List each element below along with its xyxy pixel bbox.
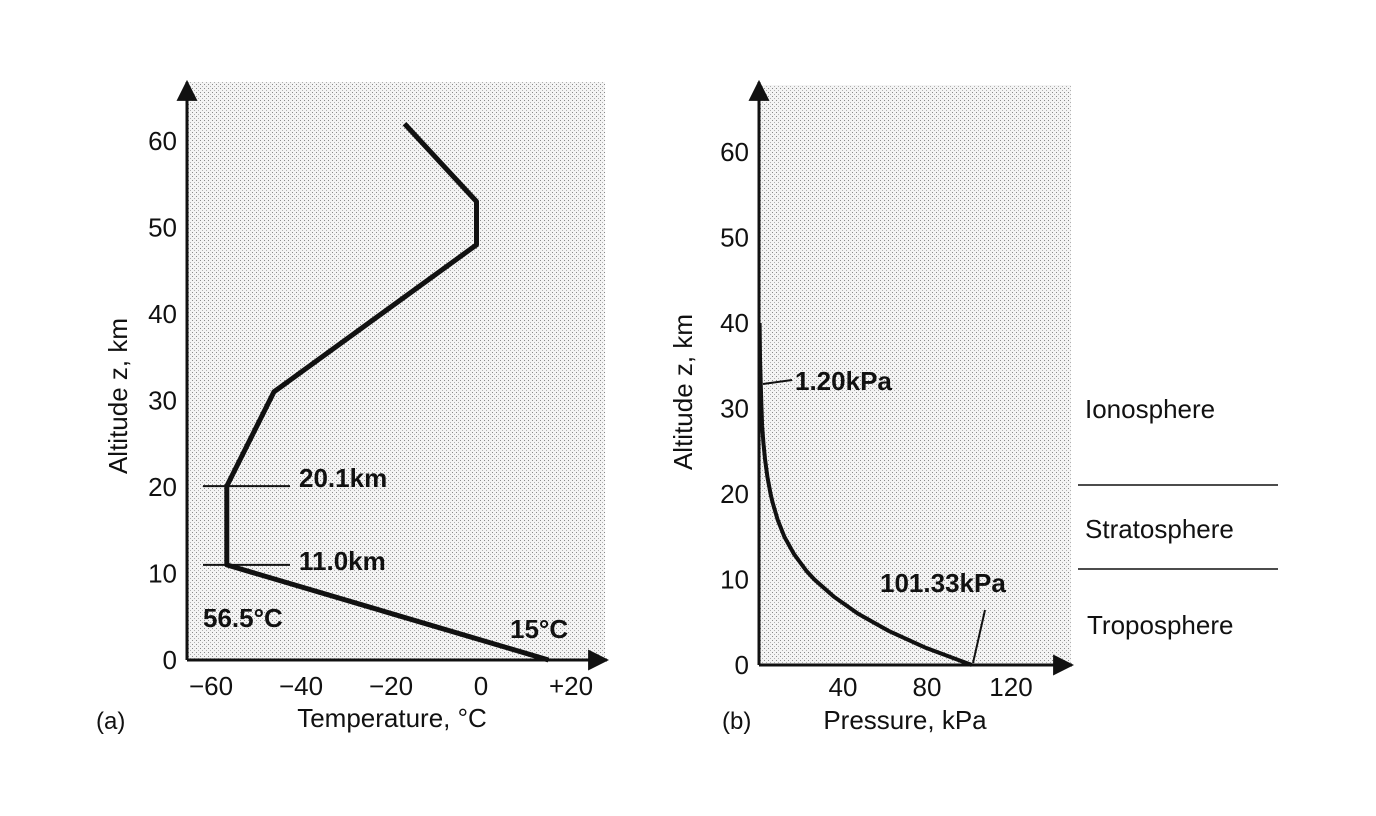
panel-a-y-tick-label: 10	[148, 559, 177, 589]
panel-a-annotation: 11.0km	[299, 546, 386, 576]
panel-b-leader-line	[972, 609, 986, 664]
panel-a-y-tick-label: 60	[148, 126, 177, 156]
panel-b-y-tick-label: 0	[735, 650, 749, 680]
panel-b-y-axis-label: Altitude z, km	[668, 314, 698, 470]
panel-a-y-tick-label: 50	[148, 213, 177, 243]
panel-b-x-tick-label: 80	[913, 672, 942, 702]
panel-a-x-tick-label: −40	[279, 671, 323, 701]
panel-b-series-line	[757, 322, 973, 667]
panel-b-y-tick-label: 40	[720, 308, 749, 338]
panel-b-plot-area	[759, 85, 1071, 665]
panel-a-y-tick-label: 20	[148, 472, 177, 502]
panel-b-x-tick-label: 40	[829, 672, 858, 702]
panel-a-annotation: 15°C	[510, 614, 568, 644]
panel-a-x-axis-label: Temperature, °C	[297, 703, 487, 733]
panel-a-x-tick-label: +20	[549, 671, 593, 701]
panel-b-annotation: 101.33kPa	[880, 568, 1006, 598]
panel-a-label: (a)	[96, 708, 125, 735]
panel-a-y-tick-label: 40	[148, 299, 177, 329]
panel-a-annotation: 20.1km	[299, 463, 387, 493]
panel-a-x-tick-label: −20	[369, 671, 413, 701]
layer-label-troposphere: Troposphere	[1087, 610, 1233, 640]
panel-a-y-tick-label: 30	[148, 386, 177, 416]
panel-b-leader-line	[762, 379, 793, 385]
panel-a-temperature-chart: −60 −40 −20 0 +20 0 10 20 30 40 50 60 20.1km 11.0km…	[96, 79, 610, 735]
panel-a-y-axis-label: Altitude z, km	[103, 318, 133, 474]
panel-a-x-tick-label: −60	[189, 671, 233, 701]
layer-label-ionosphere: Ionosphere	[1085, 394, 1215, 424]
panel-b-y-tick-label: 30	[720, 394, 749, 424]
panel-b-annotation: 1.20kPa	[795, 366, 892, 396]
panel-a-plot-area	[187, 82, 605, 660]
panel-b-y-tick-label: 60	[720, 137, 749, 167]
panel-a-annotation: 56.5°C	[203, 603, 283, 633]
panel-b-y-tick-label: 50	[720, 223, 749, 253]
layer-label-stratosphere: Stratosphere	[1085, 514, 1234, 544]
panel-a-y-tick-label: 0	[163, 645, 177, 675]
panel-b-y-tick-label: 20	[720, 479, 749, 509]
panel-b-label: (b)	[722, 708, 751, 735]
panel-b-pressure-chart: 40 80 120 0 10 20 30 40 50 60 1.20kPa 101.33kPa P…	[668, 79, 1278, 735]
panel-b-y-tick-label: 10	[720, 565, 749, 595]
panel-b-x-axis-label: Pressure, kPa	[823, 705, 987, 735]
panel-b-x-tick-label: 120	[989, 672, 1032, 702]
panel-a-x-tick-label: 0	[474, 671, 488, 701]
